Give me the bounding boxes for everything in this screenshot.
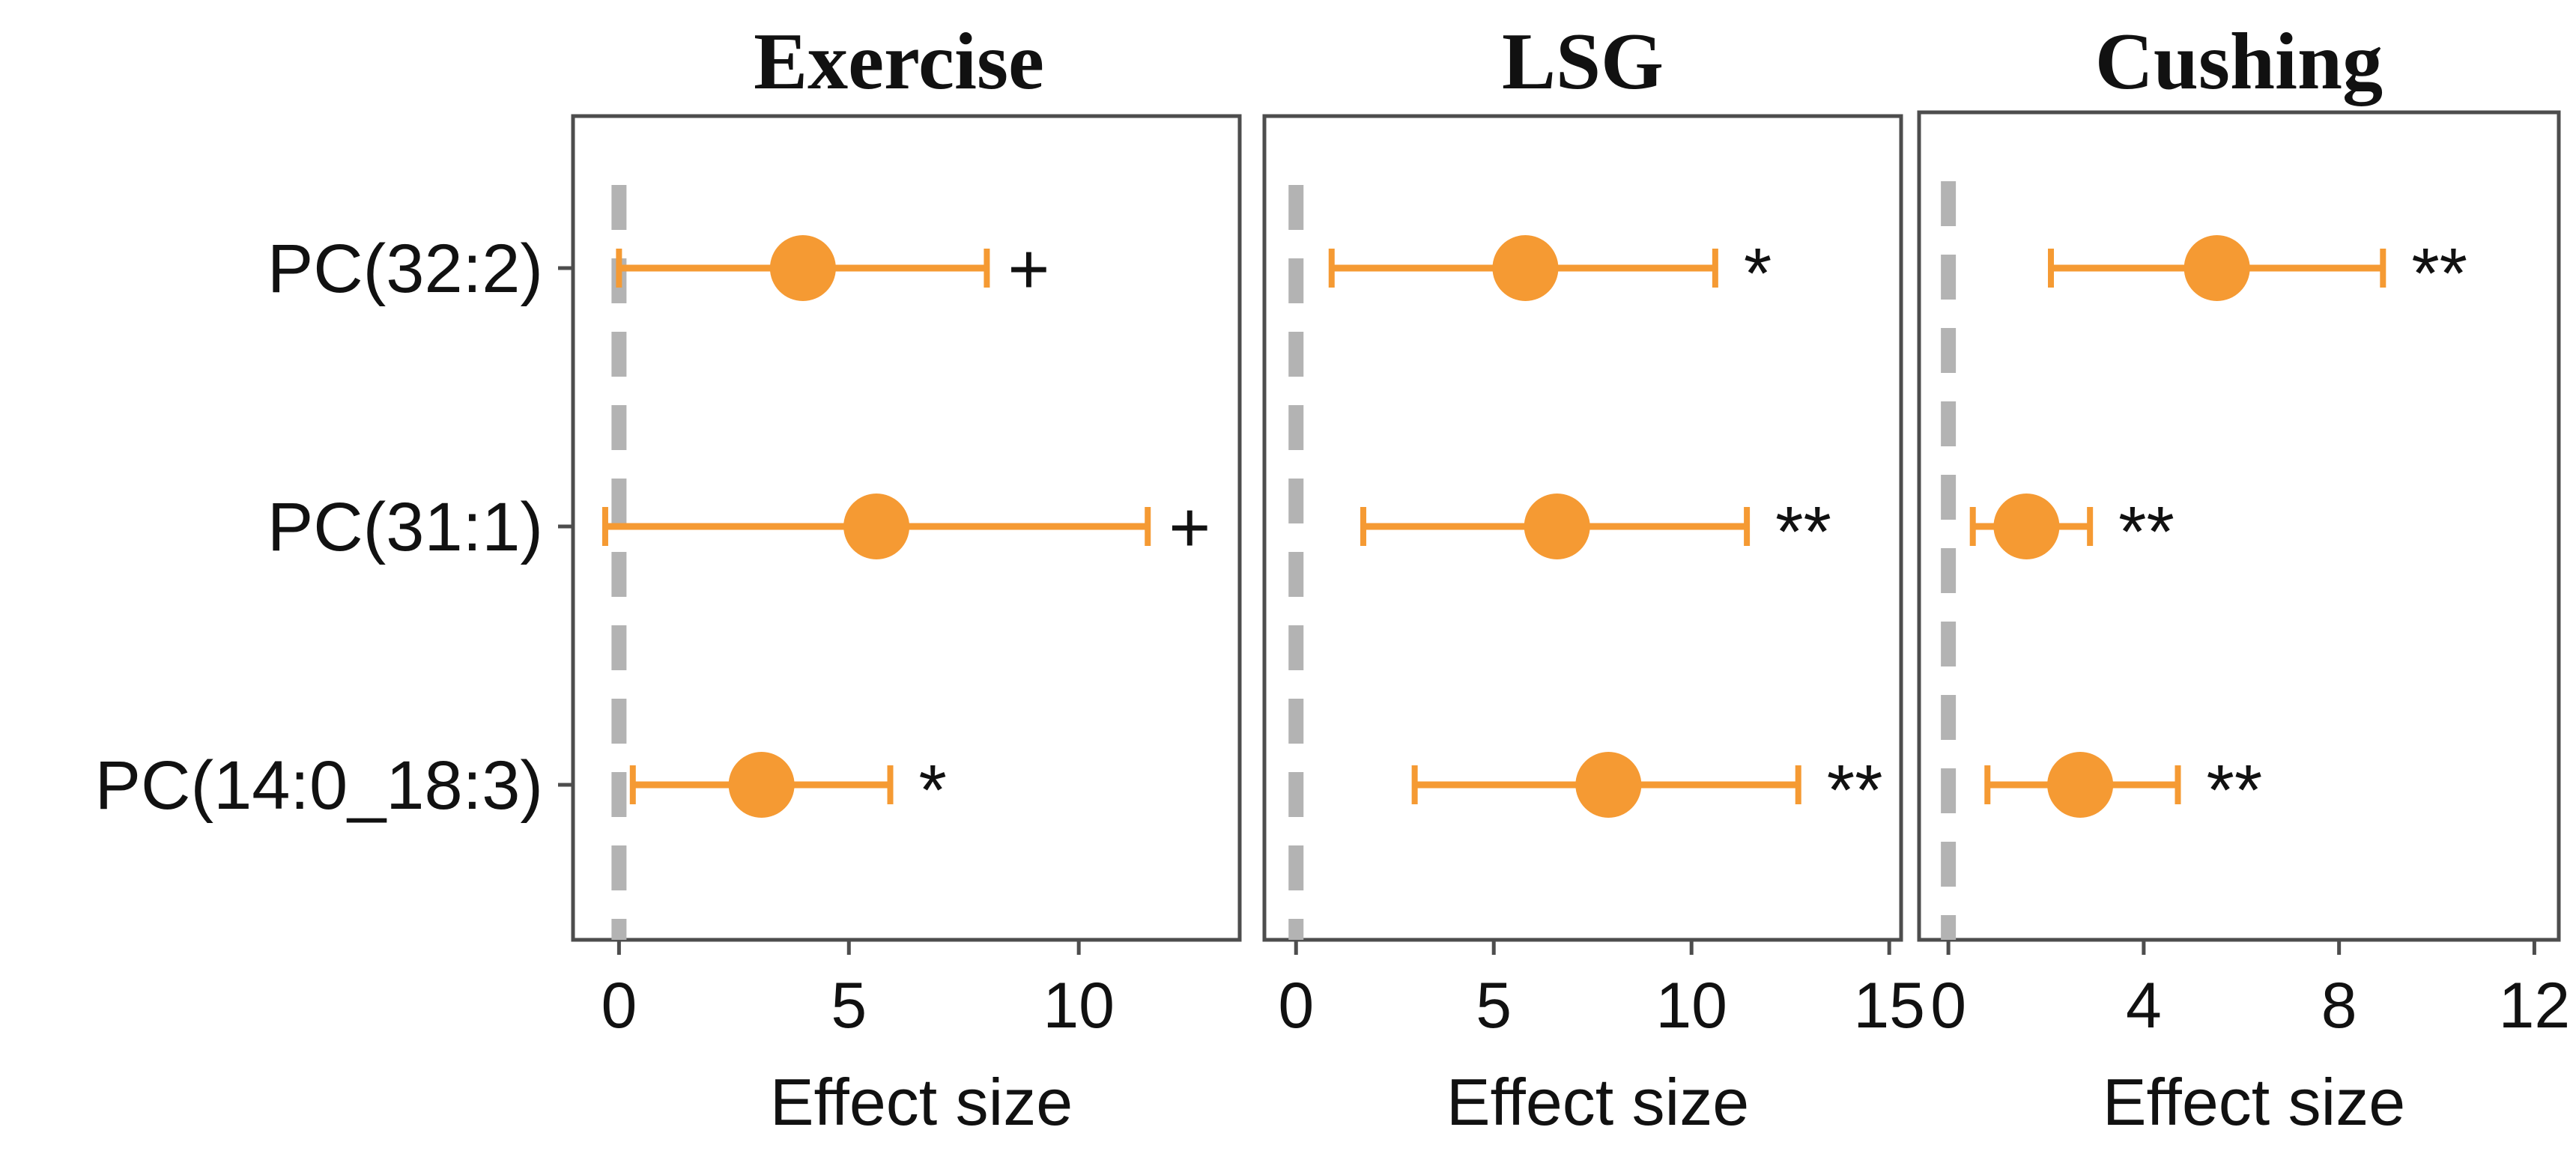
panel-frame — [571, 114, 1242, 942]
significance-label: * — [1744, 234, 1772, 314]
x-tick-label: 10 — [1655, 970, 1727, 1042]
x-tick-label: 5 — [831, 970, 867, 1042]
x-tick-label: 8 — [2321, 970, 2357, 1042]
x-tick-label: 4 — [2126, 970, 2162, 1042]
x-tick-label: 15 — [1853, 970, 1925, 1042]
significance-label: + — [1007, 229, 1049, 309]
x-tick-label: 0 — [1278, 970, 1314, 1042]
x-tick-label: 12 — [2499, 970, 2571, 1042]
panel-title: Exercise — [754, 17, 1044, 106]
significance-label: ** — [1827, 750, 1883, 830]
significance-label: ** — [1775, 492, 1831, 572]
panel-frame — [1917, 110, 2561, 942]
significance-label: ** — [2118, 492, 2175, 572]
estimate-point — [2183, 235, 2250, 301]
significance-label: ** — [2207, 750, 2263, 830]
panel-title: LSG — [1502, 17, 1664, 106]
estimate-point — [769, 235, 836, 301]
x-axis-label: Effect size — [2103, 1065, 2405, 1139]
significance-label: ** — [2411, 234, 2467, 314]
estimate-point — [2047, 752, 2114, 818]
x-tick-label: 5 — [1476, 970, 1512, 1042]
category-label: PC(31:1) — [267, 489, 543, 565]
x-tick-label: 0 — [601, 970, 637, 1042]
significance-label: * — [919, 750, 947, 830]
panel-frame — [1262, 114, 1903, 942]
estimate-point — [1492, 235, 1559, 301]
category-label: PC(14:0_18:3) — [95, 747, 543, 824]
estimate-point — [1524, 494, 1590, 559]
estimate-point — [1575, 752, 1642, 818]
x-axis-label: Effect size — [770, 1065, 1073, 1139]
x-tick-label: 10 — [1043, 970, 1115, 1042]
panel-title: Cushing — [2095, 17, 2383, 106]
estimate-point — [728, 752, 795, 818]
x-tick-label: 0 — [1930, 970, 1966, 1042]
x-axis-label: Effect size — [1446, 1065, 1749, 1139]
category-label: PC(32:2) — [267, 231, 543, 307]
estimate-point — [843, 494, 910, 559]
significance-label: + — [1169, 488, 1210, 568]
estimate-point — [1993, 494, 2060, 559]
